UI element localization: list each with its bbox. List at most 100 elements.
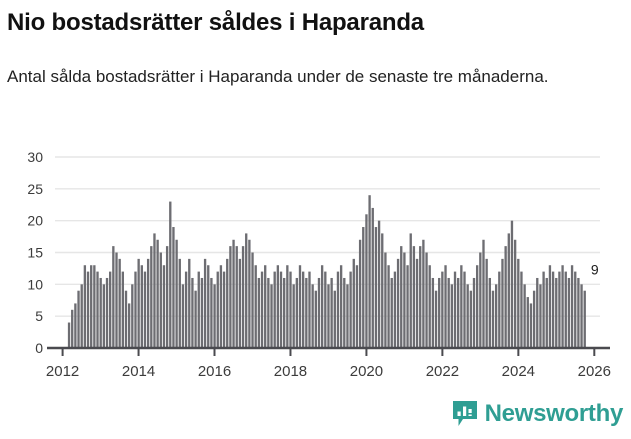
bar — [83, 265, 87, 348]
bar — [194, 290, 197, 348]
bar — [542, 271, 545, 348]
bar — [520, 271, 523, 348]
bar — [381, 233, 384, 348]
y-axis-tick-label: 0 — [35, 340, 43, 356]
bar — [169, 201, 172, 348]
bar — [551, 271, 555, 348]
bar — [264, 265, 267, 348]
bar — [384, 252, 387, 348]
chart-canvas: 0 5 10 15 20 25 30 2012 2014 2016 2018 2020 2022 2024… — [27, 149, 611, 380]
bar — [143, 271, 147, 348]
bar — [523, 284, 526, 348]
bar — [311, 284, 314, 348]
bar — [431, 277, 435, 348]
bar — [229, 246, 232, 348]
bar — [371, 207, 374, 348]
bar — [200, 277, 204, 348]
bar — [577, 277, 580, 348]
bar — [102, 284, 106, 348]
bar — [574, 271, 577, 348]
bar — [124, 290, 128, 348]
bar — [276, 265, 280, 348]
bar — [74, 303, 77, 348]
bar — [178, 258, 181, 348]
bar — [118, 258, 121, 348]
bar — [422, 239, 425, 348]
bar — [134, 271, 137, 348]
bar — [355, 265, 359, 348]
bar — [317, 277, 321, 348]
bar — [539, 284, 542, 348]
x-axis-tick-label: 2012 — [46, 363, 79, 380]
y-axis-tick-label: 30 — [27, 149, 43, 165]
bar — [146, 258, 150, 348]
bar — [140, 265, 143, 348]
bar — [273, 271, 276, 348]
bar — [210, 277, 213, 348]
bar — [165, 246, 169, 348]
bar — [491, 290, 495, 348]
bar — [532, 290, 536, 348]
bar — [245, 233, 248, 348]
bar — [254, 265, 257, 348]
bar — [112, 246, 115, 348]
bar — [308, 271, 311, 348]
bar — [207, 265, 210, 348]
bar — [251, 252, 254, 348]
y-axis-tick-label: 5 — [35, 308, 43, 324]
bar — [115, 252, 118, 348]
bar — [203, 258, 207, 348]
bar — [441, 271, 444, 348]
bar — [517, 258, 520, 348]
bar — [77, 290, 80, 348]
bar — [564, 271, 567, 348]
bar — [226, 258, 229, 348]
bar — [216, 271, 219, 348]
bar — [580, 284, 583, 348]
bar — [475, 265, 479, 348]
bar — [555, 277, 558, 348]
newsworthy-logo-text: Newsworthy — [484, 400, 624, 427]
bar — [301, 271, 305, 348]
bar — [368, 195, 371, 348]
x-axis-tick-label: 2026 — [578, 363, 611, 380]
bar — [270, 284, 273, 348]
bar — [238, 258, 242, 348]
y-axis-tick-label: 10 — [27, 276, 43, 292]
bar-chart: 0 5 10 15 20 25 30 2012 2014 2016 2018 2020 2022 2024… — [0, 140, 631, 390]
bar — [482, 239, 485, 348]
bar — [548, 265, 552, 348]
bar — [339, 265, 343, 348]
bar — [283, 277, 286, 348]
bar — [390, 277, 393, 348]
bar — [393, 271, 397, 348]
bar — [488, 277, 491, 348]
bar — [558, 271, 561, 348]
bar — [583, 290, 586, 348]
bar — [219, 265, 223, 348]
bar — [213, 284, 216, 348]
bar — [450, 284, 454, 348]
bar — [438, 277, 441, 348]
bar — [466, 284, 469, 348]
bar — [460, 265, 463, 348]
bar — [336, 271, 340, 348]
bar — [561, 265, 564, 348]
bar — [235, 246, 238, 348]
bar — [286, 265, 289, 348]
bar — [99, 277, 102, 348]
bar — [121, 271, 124, 348]
bar — [374, 227, 378, 348]
bar — [105, 277, 109, 348]
bar — [428, 265, 431, 348]
bar — [387, 265, 390, 348]
bar — [365, 214, 368, 348]
bar — [469, 290, 473, 348]
bar — [289, 271, 292, 348]
x-axis-tick-label: 2022 — [426, 363, 459, 380]
y-axis-tick-label: 25 — [27, 181, 43, 197]
x-axis-tick-label: 2014 — [122, 363, 155, 380]
bar — [222, 271, 226, 348]
bar — [153, 233, 156, 348]
